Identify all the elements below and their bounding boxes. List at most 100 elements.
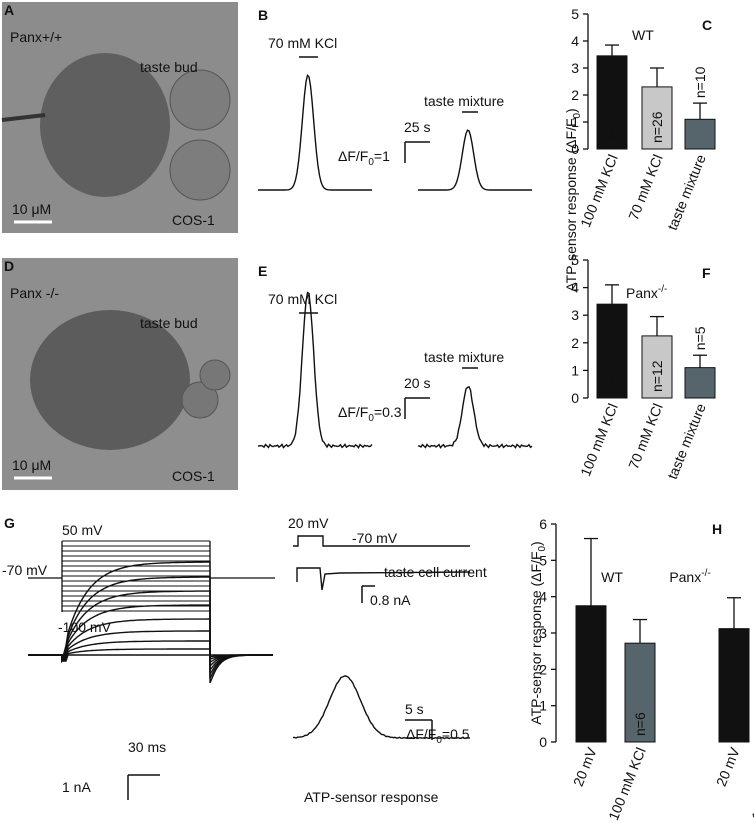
image-label: taste bud: [140, 59, 198, 75]
scale-label: ΔF/F0=0.5: [406, 726, 470, 746]
x-tick-label: 20 mV: [570, 745, 600, 789]
x-tick-label: taste mixture: [664, 401, 709, 481]
bar: [718, 628, 750, 743]
voltage-label: 20 mV: [288, 515, 329, 531]
current-trace: [28, 561, 273, 684]
image-label: taste bud: [140, 315, 198, 331]
bar-label: n=10: [692, 66, 708, 98]
y-tick-label: 6: [539, 516, 547, 532]
taste-bud-image: [40, 53, 170, 197]
taste-bud-image: [30, 310, 190, 450]
scale-label: 1 nA: [62, 779, 91, 795]
voltage-label: -100 mV: [58, 619, 112, 635]
x-tick-label: 100 mM KCl: [748, 745, 754, 822]
y-tick-label: 4: [539, 589, 547, 605]
label-part: ΔF/F: [406, 726, 436, 742]
y-tick-label: 3: [571, 60, 579, 76]
label-part: ΔF/F: [338, 404, 368, 420]
chart-title: Panx-/-: [626, 284, 667, 301]
scale-label: 10 μM: [12, 457, 51, 473]
label-part: ATP-sensor response (ΔF/F: [563, 118, 579, 291]
trace: [258, 74, 372, 191]
stimulus-label: taste mixture: [424, 349, 504, 365]
image-label: COS-1: [172, 212, 215, 228]
bar-label: n=6: [632, 712, 648, 736]
label-part: =0.3: [374, 404, 402, 420]
label-part: Panx: [626, 285, 658, 301]
bar-label: N=14: [726, 702, 742, 736]
y-tick-label: 3: [539, 625, 547, 641]
y-tick-label: 4: [571, 280, 579, 296]
y-tick-label: 2: [539, 661, 547, 677]
cos-cell-image: [169, 69, 231, 131]
y-tick-label: 0: [539, 734, 547, 750]
label-part: 0: [436, 735, 442, 746]
label-part: -/-: [658, 284, 667, 295]
bar-label: n=5: [692, 326, 708, 350]
group-label: WT: [601, 569, 623, 585]
cos-cell-image: [199, 359, 231, 391]
y-tick-label: 5: [571, 6, 579, 22]
chart-title: WT: [632, 27, 654, 43]
scale-label: ΔF/F0=0.3: [338, 404, 402, 424]
label-part: =0.5: [442, 726, 470, 742]
bar-label: n=4: [604, 368, 620, 392]
trace: [417, 386, 533, 449]
panel-letter: A: [4, 2, 14, 18]
label-part: ΔF/F: [338, 148, 368, 164]
scale-label: 20 s: [404, 375, 430, 391]
bar-label: n=4: [604, 119, 620, 143]
label-part: 0: [572, 112, 583, 118]
label-part: 0: [368, 413, 374, 424]
voltage-step: [293, 535, 470, 547]
y-axis-label: ATP-sensor response (ΔF/F0): [528, 541, 548, 724]
bar: [624, 642, 656, 743]
x-tick-label: 70 mM KCl: [625, 152, 666, 222]
scale-label: 25 s: [404, 119, 430, 135]
panel-letter: H: [712, 521, 722, 537]
current-trace: [28, 576, 273, 679]
panel-letter: C: [702, 17, 712, 33]
bar-label: n=28: [583, 704, 599, 736]
label-part: ): [563, 108, 579, 113]
x-tick-label: 70 mM KCl: [625, 401, 666, 471]
bar: [684, 367, 716, 399]
group-label: Panx-/-: [669, 568, 710, 585]
y-tick-label: 5: [539, 552, 547, 568]
stimulus-label: 70 mM KCl: [268, 35, 337, 51]
y-tick-label: 3: [571, 307, 579, 323]
y-tick-label: 2: [571, 335, 579, 351]
panel-letter: E: [258, 263, 267, 279]
image-label: Panx+/+: [10, 29, 62, 45]
y-tick-label: 1: [539, 698, 547, 714]
stimulus-label: 70 mM KCl: [268, 291, 337, 307]
x-tick-label: 100 mM KCl: [605, 745, 649, 822]
image-label: COS-1: [172, 468, 215, 484]
panel-letter: G: [4, 515, 15, 531]
current-trace: [28, 604, 273, 672]
label-part: ): [528, 541, 544, 546]
cos-cell-image: [181, 381, 219, 419]
trace: [418, 129, 532, 191]
current-trace: [296, 567, 471, 591]
y-tick-label: 0: [571, 141, 579, 157]
y-tick-label: 1: [571, 114, 579, 130]
bar: [641, 86, 673, 150]
y-tick-label: 0: [571, 390, 579, 406]
bar: [596, 303, 628, 399]
stimulus-label: taste mixture: [424, 93, 504, 109]
cos-cell-image: [169, 139, 231, 201]
pipette: [1, 113, 46, 122]
y-tick-label: 4: [571, 33, 579, 49]
label-part: =1: [374, 148, 390, 164]
bar: [596, 55, 628, 150]
scale-label: 30 ms: [128, 739, 166, 755]
x-tick-label: 100 mM KCl: [577, 401, 621, 478]
label-part: -/-: [701, 568, 710, 579]
scale-label: 0.8 nA: [370, 592, 411, 608]
label-part: ATP-sensor response (ΔF/F: [528, 551, 544, 724]
bar-label: n=26: [649, 111, 665, 143]
x-tick-label: 100 mM KCl: [577, 152, 621, 229]
bar: [641, 335, 673, 399]
current-trace: [28, 618, 273, 668]
